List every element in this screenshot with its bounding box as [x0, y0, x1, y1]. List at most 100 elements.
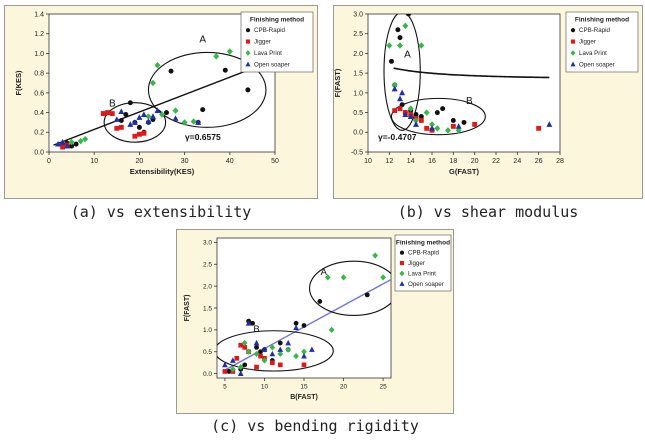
point-diamond	[154, 62, 161, 69]
legend-label: CPB-Rapid	[254, 27, 286, 34]
point-square	[234, 355, 240, 361]
point-diamond	[226, 48, 233, 55]
y-tick-label: 0.2	[34, 130, 44, 137]
point-circle	[293, 320, 299, 326]
point-square	[301, 362, 307, 368]
point-diamond	[145, 113, 152, 120]
x-tick-label: 0	[47, 158, 51, 165]
point-triangle	[402, 111, 409, 117]
point-square	[136, 131, 142, 137]
plot-area	[48, 13, 276, 153]
point-diamond	[159, 111, 165, 118]
legend-marker-diamond	[570, 50, 576, 56]
x-tick-label: 26	[535, 158, 543, 165]
x-tick-label: 10	[364, 158, 372, 165]
chart-panel-extensibility: 0 10 20 30 40 50 0.0 0.2 0.4 0.6 0.8 1.0 1.2 1.4 Exten…	[4, 5, 318, 199]
point-diamond	[413, 117, 419, 124]
x-tick-label: 10	[90, 158, 98, 165]
point-square	[450, 123, 456, 129]
y-tick-label: 1.4	[34, 11, 44, 18]
point-triangle	[407, 113, 414, 119]
correlation-label: γ=0.6575	[185, 132, 221, 142]
x-tick-label: 10	[261, 384, 269, 391]
point-diamond	[372, 252, 379, 259]
legend-marker-circle	[399, 250, 405, 255]
point-square	[238, 342, 244, 348]
y-tick-label: 2.5	[353, 31, 363, 38]
legend-marker-circle	[245, 28, 251, 33]
y-axis-label: F(FAST)	[184, 295, 191, 322]
regression-line	[224, 278, 391, 371]
x-tick-label: 5	[223, 384, 227, 391]
point-triangle	[293, 324, 299, 331]
point-triangle	[269, 350, 276, 357]
legend-label: Open soaper	[254, 61, 290, 68]
y-tick-label: 0.5	[353, 110, 363, 117]
caption-extensibility: (a) vs extensibility	[70, 203, 252, 221]
x-tick-label: 25	[379, 384, 387, 391]
point-square	[141, 130, 147, 136]
point-circle	[395, 27, 401, 33]
group-ellipse	[390, 97, 486, 136]
legend-box	[394, 234, 452, 292]
point-triangle	[55, 140, 62, 147]
x-tick-label: 20	[340, 384, 348, 391]
point-circle	[440, 106, 446, 112]
point-square	[109, 111, 115, 116]
point-square	[424, 125, 430, 131]
point-diamond	[285, 346, 292, 353]
regression-line	[53, 62, 267, 146]
point-circle	[406, 14, 412, 17]
point-square	[222, 369, 228, 374]
point-triangle	[131, 119, 138, 125]
x-tick-label: 50	[271, 158, 279, 165]
point-square	[392, 108, 398, 114]
point-circle	[397, 35, 403, 41]
point-circle	[73, 141, 79, 147]
point-circle	[123, 112, 129, 118]
point-circle	[317, 299, 323, 304]
y-tick-label: -0.5	[351, 149, 363, 156]
point-triangle	[64, 142, 71, 149]
point-square	[60, 144, 65, 150]
point-square	[258, 353, 263, 359]
point-circle	[242, 362, 248, 368]
point-circle	[254, 344, 259, 350]
group-ellipse	[383, 14, 421, 131]
caption-bending-rigidity: (c) vs bending rigidity	[211, 417, 419, 435]
x-tick-label: 16	[428, 158, 436, 165]
point-circle	[399, 102, 405, 108]
x-axis-label: Extensibility(KES)	[130, 167, 195, 176]
point-triangle	[301, 353, 307, 359]
point-triangle	[261, 346, 268, 352]
y-tick-label: 0.8	[34, 71, 44, 78]
point-circle	[127, 100, 133, 106]
point-square	[277, 362, 283, 368]
point-circle	[250, 320, 255, 326]
x-axis-label: B(FAST)	[290, 394, 318, 401]
plot-content: AB	[217, 252, 391, 376]
y-tick-label: 0.0	[353, 130, 363, 137]
y-tick-label: 3.0	[203, 240, 212, 247]
point-circle	[461, 119, 467, 125]
point-circle	[301, 323, 307, 328]
legend-label: Lava Print	[408, 270, 436, 277]
x-tick-label: 30	[181, 158, 189, 165]
caption-shear-modulus: (b) vs shear modulus	[397, 203, 579, 221]
x-tick-label: 28	[556, 158, 564, 165]
legend-label: Jigger	[408, 260, 425, 267]
y-tick-label: 2.0	[203, 283, 212, 290]
point-diamond	[301, 348, 307, 355]
point-square	[397, 106, 403, 112]
point-circle	[258, 349, 263, 355]
group-label: A	[199, 35, 206, 46]
legend-marker-square	[245, 39, 251, 44]
y-tick-label: 1.5	[353, 71, 363, 78]
group-label: A	[321, 267, 328, 278]
point-circle	[226, 369, 232, 374]
legend-marker-diamond	[245, 50, 251, 56]
chart-panel-shear-modulus: 10 12 14 16 18 20 22 24 26 28 -0.5 0.0 0.5 1.0 1.5 2.0 2…	[333, 5, 643, 199]
point-diamond	[397, 42, 403, 49]
legend-marker-diamond	[399, 270, 405, 277]
point-square	[114, 125, 120, 131]
